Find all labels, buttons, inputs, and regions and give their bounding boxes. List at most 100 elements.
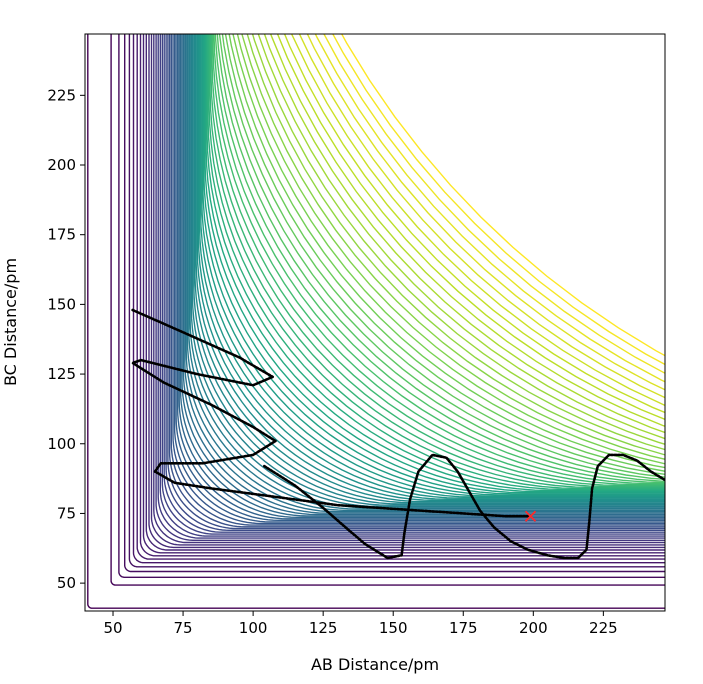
contour-line xyxy=(298,34,665,399)
y-tick: 225 xyxy=(47,86,85,104)
contour-line xyxy=(206,34,665,491)
y-tick: 200 xyxy=(47,156,85,174)
contour-line xyxy=(214,34,665,482)
x-axis: 50 75 100 125 150 175 200 225 xyxy=(103,611,618,637)
contour-line xyxy=(276,34,665,421)
y-tick: 50 xyxy=(57,574,85,592)
x-tick: 200 xyxy=(519,611,548,637)
y-tick: 100 xyxy=(47,435,85,453)
contour-line xyxy=(323,34,665,375)
contour-line xyxy=(196,34,665,500)
contour-line xyxy=(200,34,665,497)
contour-lines xyxy=(87,34,665,609)
contour-line xyxy=(198,34,665,498)
x-tick-label: 200 xyxy=(519,619,548,637)
contour-line xyxy=(185,34,665,512)
contour-line xyxy=(212,34,665,485)
contour-line xyxy=(218,34,665,478)
contour-line xyxy=(173,34,665,523)
x-axis-label: AB Distance/pm xyxy=(311,655,439,674)
contour-line xyxy=(213,34,665,484)
trajectory xyxy=(131,308,665,560)
contour-line xyxy=(236,34,665,460)
contour-line xyxy=(157,34,665,539)
contour-line xyxy=(216,34,665,481)
contour-line xyxy=(210,34,665,487)
contour-line xyxy=(269,34,665,428)
y-tick: 75 xyxy=(57,504,85,522)
y-axis: 50 75 100 125 150 175 200 225 xyxy=(47,86,85,592)
y-tick: 125 xyxy=(47,365,85,383)
contour-line xyxy=(189,34,665,508)
contour-line xyxy=(163,34,665,533)
contour-line xyxy=(194,34,665,503)
contour-line xyxy=(124,34,665,573)
y-tick-label: 125 xyxy=(47,365,76,383)
x-tick-label: 225 xyxy=(589,619,618,637)
contour-line xyxy=(153,34,665,544)
y-tick-label: 175 xyxy=(47,226,76,244)
contour-line xyxy=(208,34,665,489)
contour-line xyxy=(128,34,665,568)
contour-line xyxy=(110,34,665,586)
contour-line xyxy=(167,34,665,530)
contour-line xyxy=(197,34,665,499)
contour-line xyxy=(132,34,665,564)
contour-line xyxy=(190,34,665,506)
contour-line xyxy=(139,34,665,557)
y-tick-label: 200 xyxy=(47,156,76,174)
y-tick-label: 150 xyxy=(47,295,76,313)
contour-line xyxy=(142,34,665,554)
trajectory-path xyxy=(131,308,532,518)
contour-line xyxy=(241,34,665,456)
final-marker xyxy=(524,510,537,522)
y-tick-label: 50 xyxy=(57,574,76,592)
contour-line xyxy=(207,34,665,490)
contour-line xyxy=(161,34,665,535)
contour-line xyxy=(179,34,665,517)
contour-line xyxy=(340,34,665,357)
contour-line xyxy=(332,34,665,366)
contour-line xyxy=(246,34,665,451)
contour-line xyxy=(314,34,665,383)
y-tick: 150 xyxy=(47,295,85,313)
contour-line xyxy=(211,34,665,486)
contour-line xyxy=(118,34,665,578)
contour-line xyxy=(290,34,665,407)
contour-line xyxy=(221,34,665,476)
x-tick-label: 75 xyxy=(174,619,193,637)
contour-line xyxy=(205,34,665,492)
y-tick: 175 xyxy=(47,226,85,244)
contour-line xyxy=(232,34,665,465)
contour-line xyxy=(224,34,665,472)
x-tick-label: 175 xyxy=(449,619,478,637)
x-tick-label: 125 xyxy=(309,619,338,637)
contour-line xyxy=(193,34,665,504)
contour-line xyxy=(182,34,665,514)
x-tick: 225 xyxy=(589,611,618,637)
x-tick-label: 150 xyxy=(379,619,408,637)
x-tick: 50 xyxy=(103,611,123,637)
contour-line xyxy=(201,34,665,496)
contour-line xyxy=(159,34,665,537)
contour-line xyxy=(306,34,665,391)
contour-line xyxy=(150,34,665,546)
contour-line xyxy=(191,34,665,505)
x-tick: 75 xyxy=(174,611,193,637)
contour-line xyxy=(263,34,665,434)
y-tick-label: 225 xyxy=(47,86,76,104)
contour-line xyxy=(145,34,665,551)
contour-line xyxy=(257,34,665,440)
y-tick-label: 75 xyxy=(57,504,76,522)
contour-line xyxy=(203,34,665,494)
contour-line xyxy=(177,34,665,520)
x-tick: 125 xyxy=(309,611,338,637)
x-tick: 150 xyxy=(379,611,408,637)
contour-line xyxy=(148,34,665,549)
contour-line xyxy=(209,34,665,488)
contour-line xyxy=(228,34,665,469)
contour-line xyxy=(87,34,665,609)
x-tick: 100 xyxy=(239,611,267,637)
contour-line xyxy=(172,34,665,525)
